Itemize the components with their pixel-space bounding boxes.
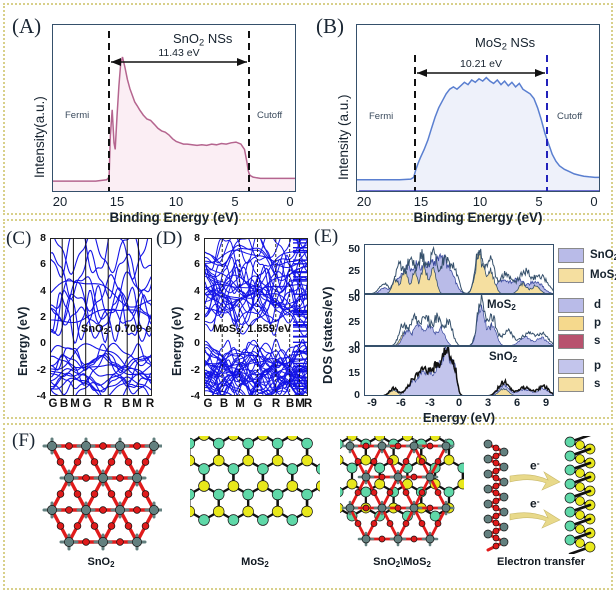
panel-c-gap-label: SnO2: 0.709 eV — [81, 323, 152, 336]
panel-c-yticks: 8 6 4 2 0 -2 -4 — [36, 232, 46, 402]
panel-c-bands — [51, 239, 151, 395]
composite-structure-model — [340, 436, 464, 547]
panel-d-kpoint-labels: G B M G R B M R — [203, 398, 313, 410]
panel-e-xlabel: Energy (eV) — [422, 410, 496, 425]
panel-a-cutoff-label: Cutoff — [257, 110, 283, 121]
electron-transfer-model — [483, 436, 596, 554]
panel-a-ylabel: Intensity(a.u.) — [32, 96, 47, 178]
panel-d-gap-label: MoS2: 1.659 eV — [213, 323, 292, 336]
panel-b-label: (B) — [316, 14, 344, 38]
legend-label-s-mos2: s — [594, 335, 601, 347]
panel-b-fermi-label: Fermi — [369, 111, 394, 122]
electron-arrow-1 — [509, 471, 561, 491]
legend-swatch-p-sno2 — [558, 359, 584, 374]
electron-transfer-caption: Electron transfer — [496, 556, 586, 568]
section-divider-top — [3, 3, 613, 215]
legend-swatch-s-sno2 — [558, 377, 584, 392]
panel-d-plot-frame: MoS2: 1.659 eV — [204, 238, 308, 396]
panel-d-bands — [205, 239, 307, 395]
panel-e-subplot2-annotation: MoS2 — [487, 299, 516, 313]
panel-c-kpoint-labels: G B M G R B M R — [48, 398, 155, 410]
panel-b-cutoff-label: Cutoff — [557, 111, 583, 122]
panel-a-fermi-label: Fermi — [65, 110, 90, 121]
section-divider-middle — [3, 219, 613, 419]
panel-e-subplot-sno2: SnO2 — [364, 346, 554, 396]
panel-a-plot-frame: 11.43 eV Fermi Cutoff SnO2 NSs — [52, 24, 296, 192]
panel-f-label: (F) — [12, 430, 36, 451]
mos2-caption: MoS2 — [241, 556, 269, 569]
legend-swatch-d — [558, 298, 584, 313]
panel-e-subplot-total — [364, 244, 554, 294]
panel-a-xticks: 20 15 10 5 0 — [52, 194, 294, 209]
panel-b-sample-label: MoS2 NSs — [475, 35, 536, 52]
panel-b-plot-frame: 10.21 eV Fermi Cutoff MoS2 NSs — [356, 24, 600, 192]
legend-label-d: d — [594, 299, 602, 311]
panel-e-subplot3-annotation: SnO2 — [489, 351, 518, 365]
panel-d-label: (D) — [156, 228, 183, 249]
legend-swatch-s-mos2 — [558, 334, 584, 349]
electron-arrow-2 — [509, 509, 561, 529]
panel-e-xticks: -9 -6 -3 0 3 6 9 — [367, 397, 550, 409]
electron-label-1: e- — [530, 458, 540, 473]
sno2-caption: SnO2 — [87, 556, 115, 569]
panel-b-width-value: 10.21 eV — [457, 58, 505, 70]
legend-label-sno2: SnO2 — [590, 249, 616, 263]
panel-e-subplot2-yticks: 50 25 0 — [348, 292, 360, 351]
panel-e-total-dos — [372, 245, 553, 293]
panel-e-dos: (E) DOS (states/eV) 50 25 0 — [312, 224, 616, 425]
panel-e-label: (E) — [314, 226, 339, 247]
panel-e-mos2-pdos — [391, 295, 553, 345]
panel-e-subplot-mos2: MoS2 — [364, 294, 554, 346]
panel-a-sample-label: SnO2 NSs — [173, 31, 233, 48]
panel-f-structures: (F) SnO2 MoS2 SnO2\MoS2 e- e- Electron t… — [8, 428, 608, 586]
panel-a-width-value: 11.43 eV — [156, 47, 202, 59]
panel-b-ups-mos2: (B) Intensity (a.u.) 10.21 eV Fermi Cuto… — [312, 8, 608, 225]
legend-label-s-sno2: s — [594, 378, 601, 390]
panel-c-label: (C) — [6, 228, 32, 249]
legend-label-p-sno2: p — [594, 360, 602, 372]
panel-c-plot-frame: SnO2: 0.709 eV — [50, 238, 152, 396]
panel-e-ylabel: DOS (states/eV) — [320, 286, 335, 384]
legend-swatch-mos2 — [558, 268, 584, 283]
panel-e-subplot3-yticks: 30 15 0 — [348, 344, 360, 401]
legend-label-mos2: MoS2 — [590, 269, 616, 282]
panel-b-xlabel: Binding Energy (eV) — [413, 210, 543, 225]
panel-a-xlabel: Binding Energy (eV) — [109, 210, 239, 225]
panel-a-label: (A) — [12, 14, 42, 38]
legend-label-p-mos2: p — [594, 317, 602, 329]
panel-a-ups-sno2: (A) Intensity(a.u.) 11.43 eV Fermi Cutof… — [8, 8, 304, 225]
composite-caption: SnO2\MoS2 — [373, 556, 431, 569]
panel-e-sno2-pdos — [383, 347, 553, 395]
legend-swatch-p-mos2 — [558, 316, 584, 331]
panel-b-ylabel: Intensity (a.u.) — [336, 94, 351, 180]
panel-c-band-sno2: (C) Energy (eV) 8 6 4 2 0 -2 -4 SnO2: 0.… — [6, 224, 156, 416]
electron-label-2: e- — [530, 496, 540, 511]
panel-e-subplot1-yticks: 50 25 0 — [348, 243, 360, 299]
legend-swatch-sno2 — [558, 248, 584, 263]
panel-b-xticks: 20 15 10 5 0 — [356, 194, 598, 209]
panel-b-spectrum — [357, 55, 599, 191]
mos2-structure-model — [190, 436, 320, 526]
panel-a-spectrum — [53, 31, 295, 191]
sno2-structure-model — [42, 437, 162, 551]
panel-d-band-mos2: (D) Energy (eV) 8 6 4 2 0 -2 -4 MoS2: 1.… — [156, 224, 312, 416]
section-divider-bottom — [3, 423, 613, 590]
panel-d-yticks: 8 6 4 2 0 -2 -4 — [190, 232, 200, 402]
